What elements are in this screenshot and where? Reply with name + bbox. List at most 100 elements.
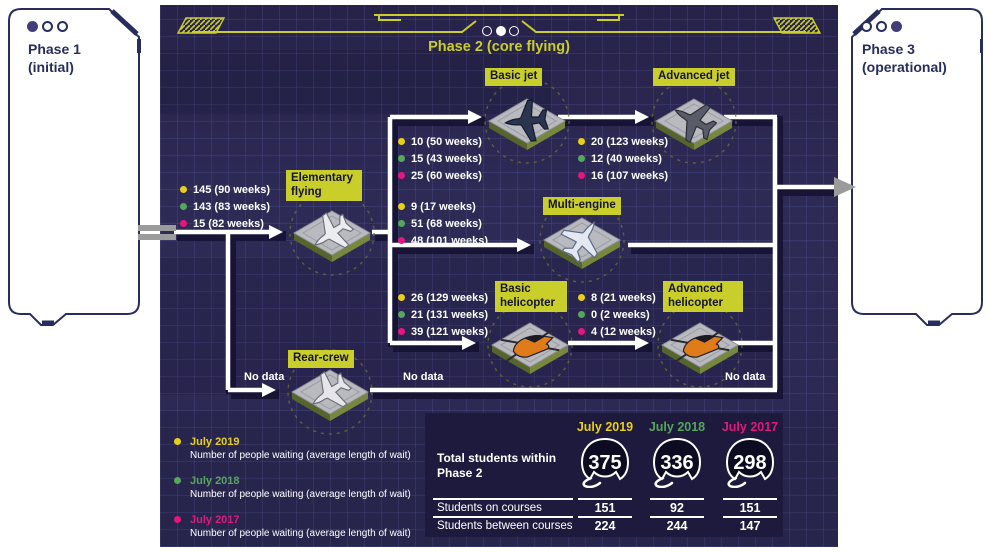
node-basic-helicopter-icon [487, 302, 573, 388]
no-data-label: No data [725, 371, 766, 383]
queue-basic-helicopter: 26 (129 weeks) 21 (131 weeks) 39 (121 we… [398, 289, 488, 340]
bullet-2019-icon [578, 294, 585, 301]
bullet-2018-icon [578, 155, 585, 162]
svg-text:298: 298 [733, 452, 766, 474]
phase3-panel-frame [851, 8, 983, 326]
bullet-2017-icon [180, 220, 187, 227]
phase1-panel: Phase 1 (initial) [8, 8, 156, 338]
cell-on-courses-2018: 92 [670, 501, 684, 515]
queue-multi-engine: 9 (17 weeks) 51 (68 weeks) 48 (101 weeks… [398, 198, 488, 249]
bullet-2018-icon [398, 155, 405, 162]
column-header-2017: July 2017 [721, 420, 779, 434]
queue-advanced-helicopter: 8 (21 weeks) 0 (2 weeks) 4 (12 weeks) [578, 289, 656, 340]
cell-between-courses-2019: 224 [594, 519, 616, 533]
row-between-courses-label: Students between courses [437, 520, 573, 532]
label-multi-engine: Multi-engine [543, 197, 621, 215]
progress-dot-active [891, 21, 902, 32]
bullet-2017-icon [398, 172, 405, 179]
node-basic-jet-icon [484, 78, 570, 164]
progress-dot [509, 26, 519, 36]
bullet-2018-icon [398, 220, 405, 227]
label-elementary-flying: Elementary flying [286, 170, 362, 201]
bullet-2018-icon [398, 311, 405, 318]
table-divider [723, 516, 777, 518]
legend-item-2018: July 2018 Number of people waiting (aver… [174, 474, 411, 500]
bullet-2017-icon [398, 328, 405, 335]
cell-on-courses-2019: 151 [594, 501, 616, 515]
bullet-2018-icon [578, 311, 585, 318]
table-divider [650, 516, 704, 518]
table-divider [433, 516, 573, 518]
label-advanced-helicopter: Advanced helicopter [663, 281, 743, 312]
helmet-icon: 336 [652, 437, 702, 488]
label-basic-helicopter: Basic helicopter [495, 281, 567, 312]
cell-on-courses-2017: 151 [739, 501, 761, 515]
bullet-2019-icon [578, 138, 585, 145]
cell-between-courses-2017: 147 [739, 519, 761, 533]
column-header-2019: July 2019 [576, 420, 634, 434]
progress-dot [861, 21, 872, 32]
progress-dot-active [495, 26, 506, 36]
legend-dot-icon [174, 438, 181, 445]
legend-item-2017: July 2017 Number of people waiting (aver… [174, 513, 411, 539]
svg-text:375: 375 [588, 452, 621, 474]
flow-diagram-canvas [174, 14, 838, 435]
progress-dot-active [27, 21, 38, 32]
phase2-title: Phase 2 (core flying) [428, 39, 570, 55]
row-on-courses-label: Students on courses [437, 502, 542, 514]
phase1-panel-frame [8, 8, 141, 326]
bullet-2017-icon [398, 237, 405, 244]
table-divider [578, 516, 632, 518]
phase3-progress-dots-icon [861, 21, 902, 32]
phase1-progress-dots-icon [27, 21, 68, 32]
bullet-2019-icon [180, 186, 187, 193]
table-divider [578, 498, 632, 500]
bullet-2017-icon [578, 172, 585, 179]
progress-dot [876, 21, 887, 32]
hatch-decoration-icon [176, 17, 226, 34]
bullet-2019-icon [398, 203, 405, 210]
cell-between-courses-2018: 244 [666, 519, 688, 533]
hatch-decoration-icon [772, 17, 822, 34]
table-divider [723, 498, 777, 500]
label-advanced-jet: Advanced jet [653, 68, 735, 86]
queue-elementary: 145 (90 weeks) 143 (83 weeks) 15 (82 wee… [180, 181, 270, 232]
total-students-label: Total students within Phase 2 [437, 451, 557, 480]
queue-advanced-jet: 20 (123 weeks) 12 (40 weeks) 16 (107 wee… [578, 133, 668, 184]
legend-dot-icon [174, 477, 181, 484]
svg-text:336: 336 [660, 452, 693, 474]
progress-dot [42, 21, 53, 32]
helmet-icon: 298 [725, 437, 775, 488]
column-header-2018: July 2018 [648, 420, 706, 434]
circuit-decoration-icon [192, 14, 806, 33]
phase1-exit-connector-icon [138, 225, 176, 231]
phase2-progress-dots-icon [482, 26, 519, 36]
phase2-board: Phase 2 (core flying) Elementary flying … [160, 5, 838, 547]
bullet-2019-icon [398, 294, 405, 301]
phase1-title: Phase 1 (initial) [28, 41, 81, 75]
phase3-entry-arrow-icon [834, 177, 856, 197]
phase3-panel: Phase 3 (operational) [842, 8, 990, 338]
bullet-2019-icon [398, 138, 405, 145]
table-divider [650, 498, 704, 500]
no-data-label: No data [403, 371, 444, 383]
bullet-2017-icon [578, 328, 585, 335]
progress-dot [57, 21, 68, 32]
label-rear-crew: Rear-crew [288, 350, 354, 368]
legend: July 2019 Number of people waiting (aver… [174, 435, 411, 552]
label-basic-jet: Basic jet [485, 68, 543, 86]
phase1-exit-connector-icon [138, 234, 176, 240]
helmet-icon: 375 [580, 437, 630, 488]
legend-item-2019: July 2019 Number of people waiting (aver… [174, 435, 411, 461]
bullet-2018-icon [180, 203, 187, 210]
table-divider [433, 498, 573, 500]
node-elementary-flying-icon [289, 190, 375, 276]
queue-basic-jet: 10 (50 weeks) 15 (43 weeks) 25 (60 weeks… [398, 133, 482, 184]
phase3-title: Phase 3 (operational) [862, 41, 947, 75]
phase2-stats-table: July 2019 July 2018 July 2017 375 336 29… [425, 413, 783, 537]
no-data-label: No data [244, 371, 285, 383]
legend-dot-icon [174, 516, 181, 523]
flow-lines [174, 114, 838, 393]
flow-arrowheads [262, 110, 649, 397]
